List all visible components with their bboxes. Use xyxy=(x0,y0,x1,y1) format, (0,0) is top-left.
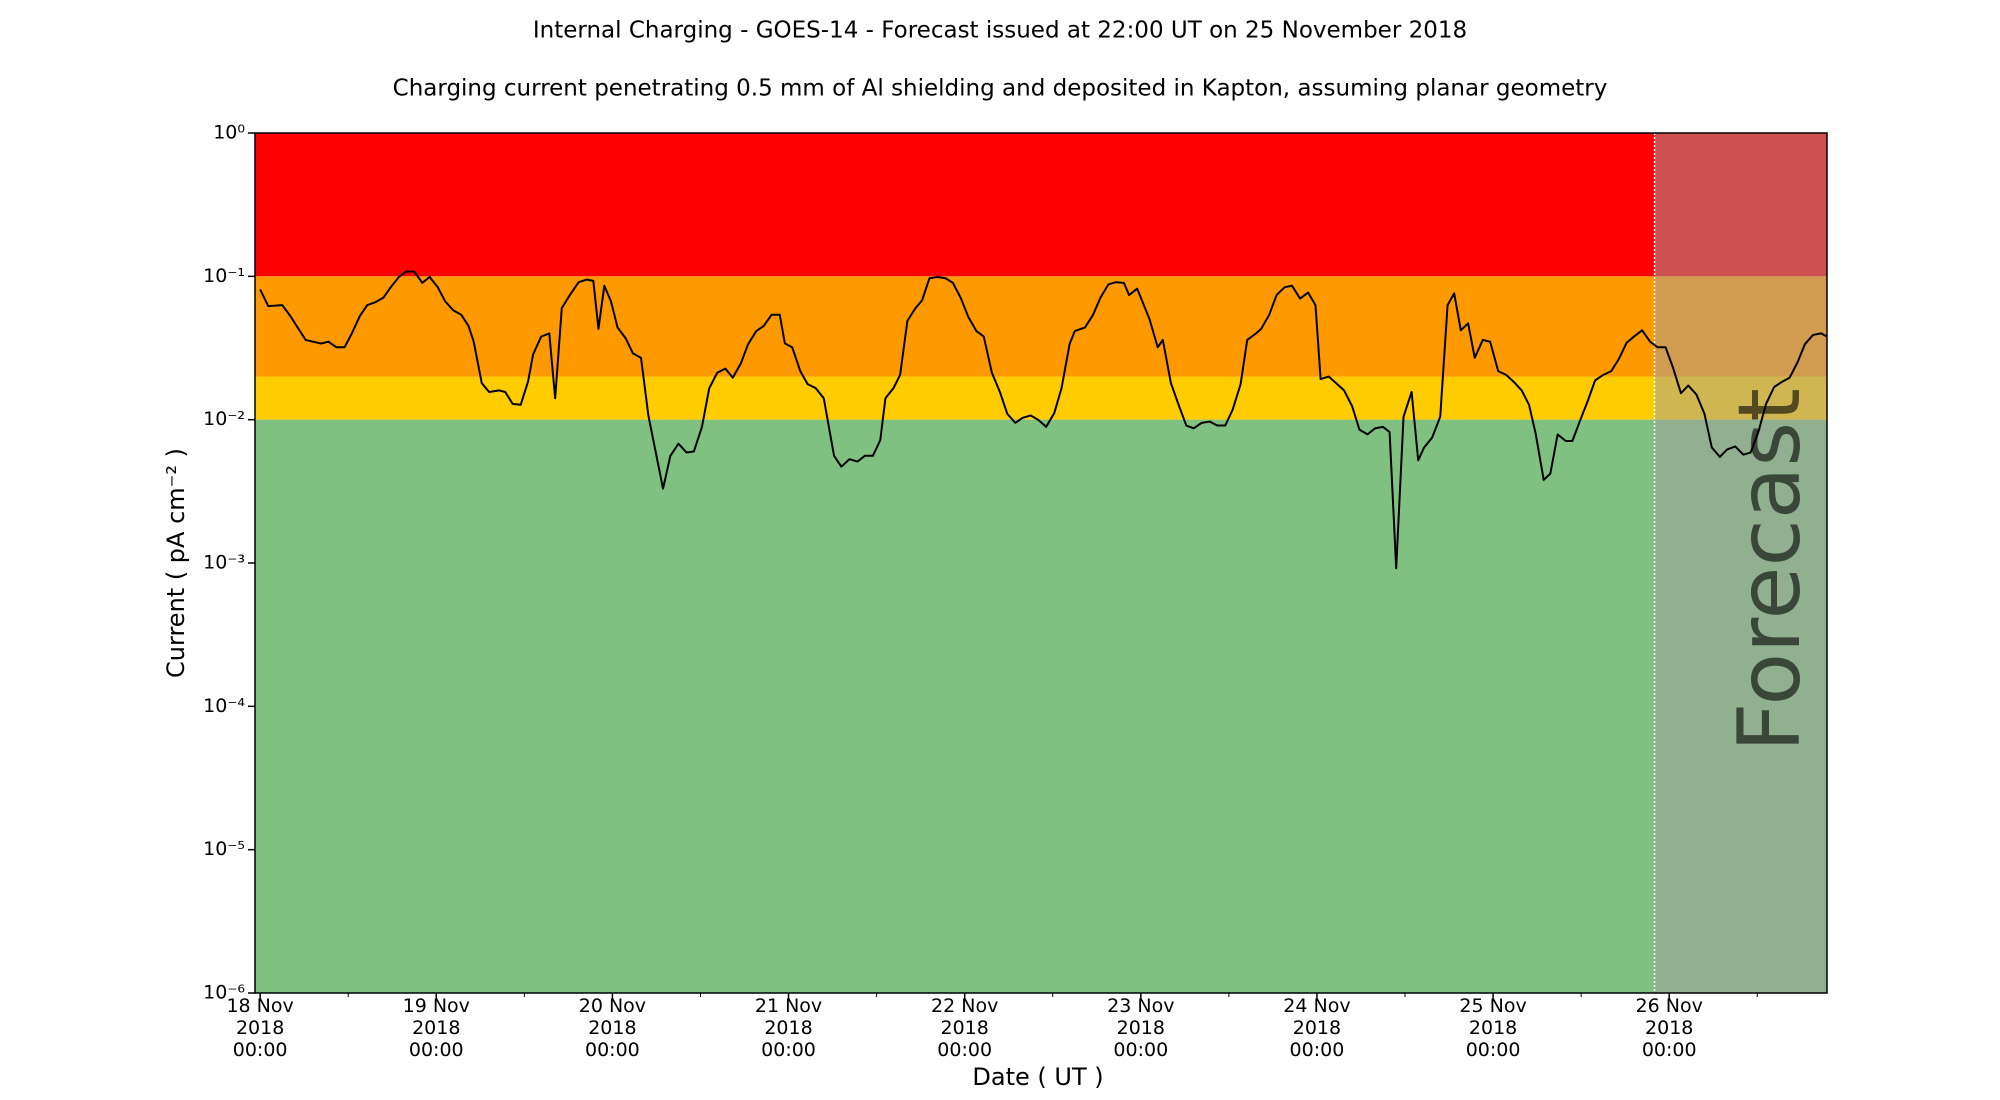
risk-band xyxy=(255,376,1827,420)
chart-title: Internal Charging - GOES-14 - Forecast i… xyxy=(533,18,1467,44)
y-tick-label: 10⁻¹ xyxy=(203,265,245,287)
x-tick-label: 21 Nov 2018 00:00 xyxy=(754,995,823,1061)
chart-subtitle: Charging current penetrating 0.5 mm of A… xyxy=(393,76,1608,102)
y-tick-label: 10⁰ xyxy=(213,122,245,144)
y-tick-label: 10⁻⁴ xyxy=(203,695,245,717)
risk-band xyxy=(255,133,1827,277)
x-tick-label: 25 Nov 2018 00:00 xyxy=(1459,995,1527,1061)
forecast-region xyxy=(1654,133,1827,993)
y-tick-label: 10⁻² xyxy=(203,408,245,430)
y-tick-label: 10⁻⁶ xyxy=(203,982,245,1004)
y-tick-label: 10⁻³ xyxy=(203,552,245,574)
y-axis-label: Current ( pA cm⁻² ) xyxy=(162,448,190,678)
x-tick-label: 23 Nov 2018 00:00 xyxy=(1107,995,1175,1061)
x-tick-label: 22 Nov 2018 00:00 xyxy=(931,995,999,1061)
x-tick-label: 18 Nov 2018 00:00 xyxy=(226,995,294,1061)
x-tick-label: 24 Nov 2018 00:00 xyxy=(1283,995,1351,1061)
x-tick-label: 19 Nov 2018 00:00 xyxy=(402,995,470,1061)
forecast-label: Forecast xyxy=(1720,388,1820,752)
x-axis-label: Date ( UT ) xyxy=(972,1063,1103,1091)
risk-band xyxy=(255,276,1827,377)
x-tick-label: 26 Nov 2018 00:00 xyxy=(1635,995,1703,1061)
x-tick-label: 20 Nov 2018 00:00 xyxy=(578,995,647,1061)
data-line xyxy=(259,270,1827,570)
y-tick-label: 10⁻⁵ xyxy=(203,838,245,860)
risk-band xyxy=(255,419,1827,994)
